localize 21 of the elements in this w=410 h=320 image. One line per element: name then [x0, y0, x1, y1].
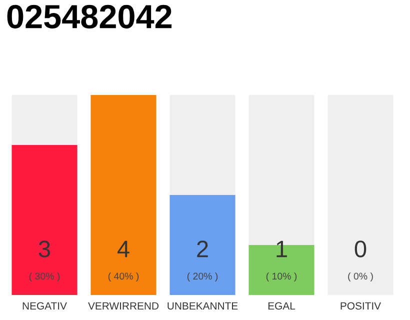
bar: [12, 145, 78, 295]
annotation: ( 10% ): [266, 272, 297, 282]
annotation: ( 40% ): [108, 272, 139, 282]
data-label: 4: [117, 240, 130, 258]
x-tick-label: POSITIV: [340, 302, 382, 310]
chart-title: 025482042: [7, 4, 172, 28]
bar: [12, 95, 78, 145]
x-tick-label: EGAL: [268, 302, 296, 310]
x-tick-label: VERWIRREND: [88, 302, 158, 310]
annotation: ( 20% ): [187, 272, 218, 282]
bar: [170, 95, 236, 195]
data-label: 2: [197, 240, 208, 258]
bar: [170, 195, 236, 295]
x-tick-label: UNBEKANNTE: [168, 302, 238, 310]
data-label: 3: [38, 240, 50, 258]
data-label: 1: [276, 240, 287, 258]
annotation: ( 0% ): [348, 272, 373, 282]
annotation: ( 30% ): [29, 272, 60, 282]
x-tick-label: NEGATIV: [22, 302, 67, 310]
annotation: 0: [354, 240, 366, 258]
bar: [90, 95, 156, 295]
